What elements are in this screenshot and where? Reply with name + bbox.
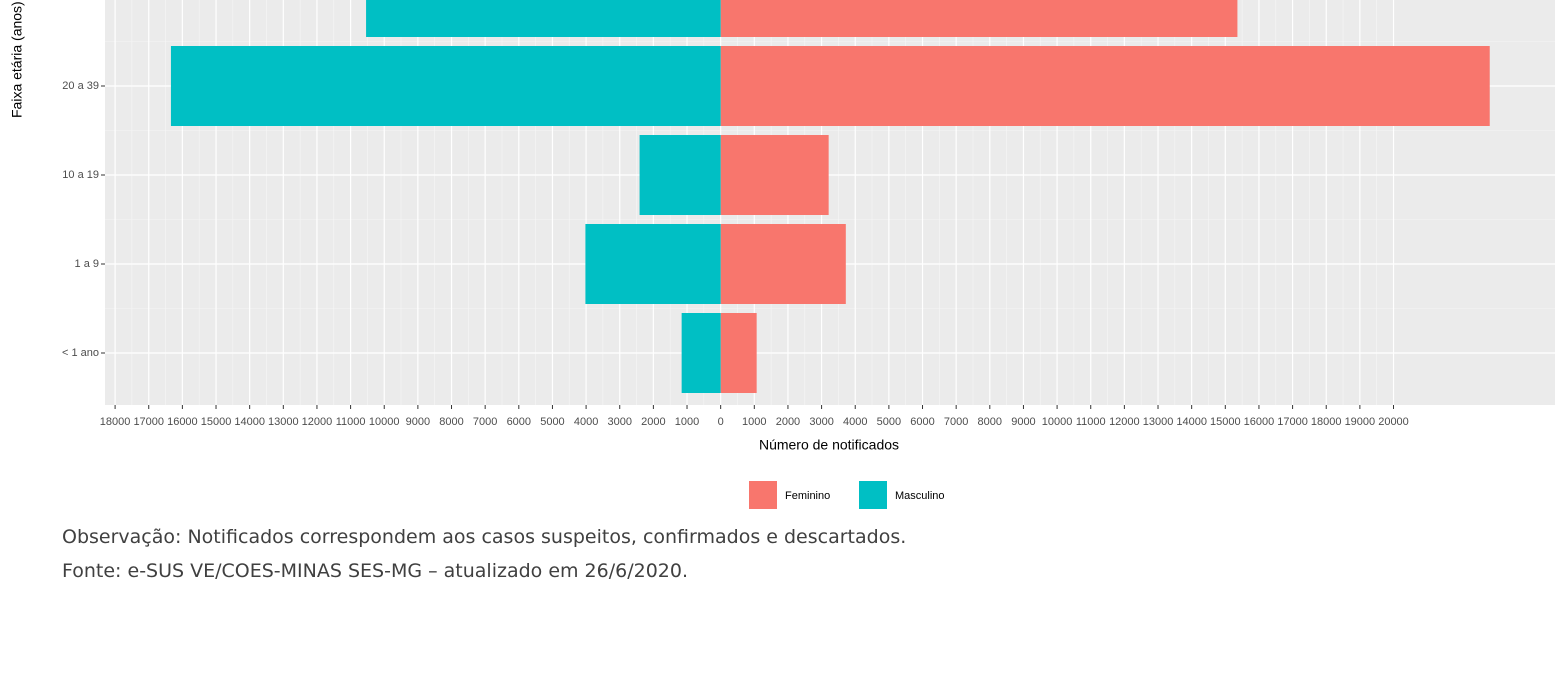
note: Observação: Notificados correspondem aos… xyxy=(62,526,906,548)
x-tick-label: 16000 xyxy=(167,416,198,428)
x-tick-label: 17000 xyxy=(1277,416,1308,428)
x-tick-label: 13000 xyxy=(1143,416,1174,428)
x-tick-label: 7000 xyxy=(944,416,968,428)
x-tick-label: 12000 xyxy=(1109,416,1140,428)
legend-label: Feminino xyxy=(785,490,830,502)
x-tick-label: 4000 xyxy=(843,416,867,428)
legend-swatch xyxy=(859,481,887,509)
note: Fonte: e-SUS VE/COES-MINAS SES-MG – atua… xyxy=(62,560,688,582)
bar xyxy=(170,46,721,126)
x-tick-label: 14000 xyxy=(234,416,265,428)
bar xyxy=(720,135,829,215)
bar xyxy=(720,0,1238,37)
x-tick-label: 6000 xyxy=(507,416,531,428)
legend-label: Masculino xyxy=(895,490,945,502)
bar xyxy=(720,313,757,393)
x-tick-label: 11000 xyxy=(336,416,366,428)
x-tick-label: 2000 xyxy=(641,416,665,428)
y-tick-label: 40 a 59 xyxy=(62,0,99,3)
x-tick-label: 18000 xyxy=(1311,416,1342,428)
x-tick-label: 20000 xyxy=(1378,416,1409,428)
x-axis-title: Número de notificados xyxy=(759,437,899,453)
x-tick-label: 1000 xyxy=(742,416,766,428)
legend-swatch xyxy=(749,481,777,509)
x-tick-label: 3000 xyxy=(809,416,833,428)
x-tick-label: 6000 xyxy=(910,416,934,428)
bar xyxy=(366,0,721,37)
y-tick-label: 10 a 19 xyxy=(62,169,99,181)
x-tick-label: 11000 xyxy=(1076,416,1106,428)
bar xyxy=(681,313,721,393)
x-tick-label: 10000 xyxy=(369,416,400,428)
x-tick-label: 12000 xyxy=(302,416,333,428)
bar xyxy=(720,224,846,304)
x-tick-label: 15000 xyxy=(201,416,232,428)
x-tick-label: 15000 xyxy=(1210,416,1241,428)
bar xyxy=(639,135,721,215)
plot xyxy=(105,0,1555,405)
x-tick-label: 5000 xyxy=(540,416,564,428)
x-tick-label: 1000 xyxy=(675,416,699,428)
bar xyxy=(585,224,721,304)
x-tick-label: 19000 xyxy=(1345,416,1376,428)
y-tick-label: 20 a 39 xyxy=(62,80,99,92)
x-tick-label: 18000 xyxy=(100,416,131,428)
x-tick-label: 5000 xyxy=(877,416,901,428)
x-tick-label: 16000 xyxy=(1244,416,1275,428)
y-tick-label: 1 a 9 xyxy=(75,258,99,270)
x-tick-label: 7000 xyxy=(473,416,497,428)
x-tick-label: 0 xyxy=(718,416,724,428)
x-tick-label: 3000 xyxy=(607,416,631,428)
x-tick-label: 9000 xyxy=(1011,416,1035,428)
x-tick-label: 8000 xyxy=(439,416,463,428)
x-tick-label: 10000 xyxy=(1042,416,1073,428)
x-tick-label: 2000 xyxy=(776,416,800,428)
x-tick-label: 8000 xyxy=(978,416,1002,428)
bar xyxy=(720,46,1490,126)
x-tick-label: 17000 xyxy=(133,416,164,428)
x-tick-label: 9000 xyxy=(406,416,430,428)
x-tick-label: 14000 xyxy=(1176,416,1207,428)
y-axis-title: Faixa etária (anos) xyxy=(9,1,25,118)
y-tick-label: < 1 ano xyxy=(62,347,99,359)
x-tick-label: 13000 xyxy=(268,416,299,428)
x-tick-label: 4000 xyxy=(574,416,598,428)
